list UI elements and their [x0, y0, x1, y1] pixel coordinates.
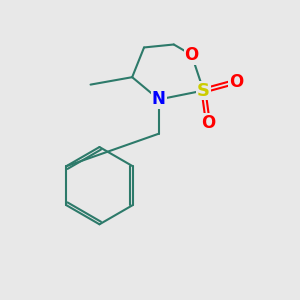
Text: N: N — [152, 91, 166, 109]
Text: O: O — [201, 114, 215, 132]
Text: S: S — [197, 82, 210, 100]
Text: O: O — [184, 46, 199, 64]
Text: O: O — [229, 73, 243, 91]
